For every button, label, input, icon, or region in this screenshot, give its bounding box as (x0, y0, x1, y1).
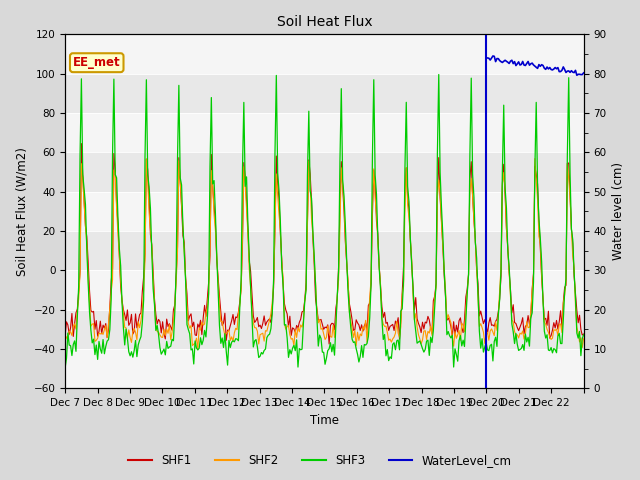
Bar (65, 270, 584, 310)
Bar (65, 231, 584, 270)
Bar (65, 113, 584, 152)
Bar (65, 73, 584, 113)
Bar (65, 349, 584, 388)
X-axis label: Time: Time (310, 414, 339, 427)
Bar (65, 192, 584, 231)
Bar (65, 152, 584, 192)
Legend: SHF1, SHF2, SHF3, WaterLevel_cm: SHF1, SHF2, SHF3, WaterLevel_cm (124, 449, 516, 472)
Bar (65, 310, 584, 349)
Y-axis label: Water level (cm): Water level (cm) (612, 162, 625, 260)
Bar (65, 35, 584, 73)
Y-axis label: Soil Heat Flux (W/m2): Soil Heat Flux (W/m2) (15, 147, 28, 276)
Text: EE_met: EE_met (73, 56, 120, 69)
Title: Soil Heat Flux: Soil Heat Flux (276, 15, 372, 29)
